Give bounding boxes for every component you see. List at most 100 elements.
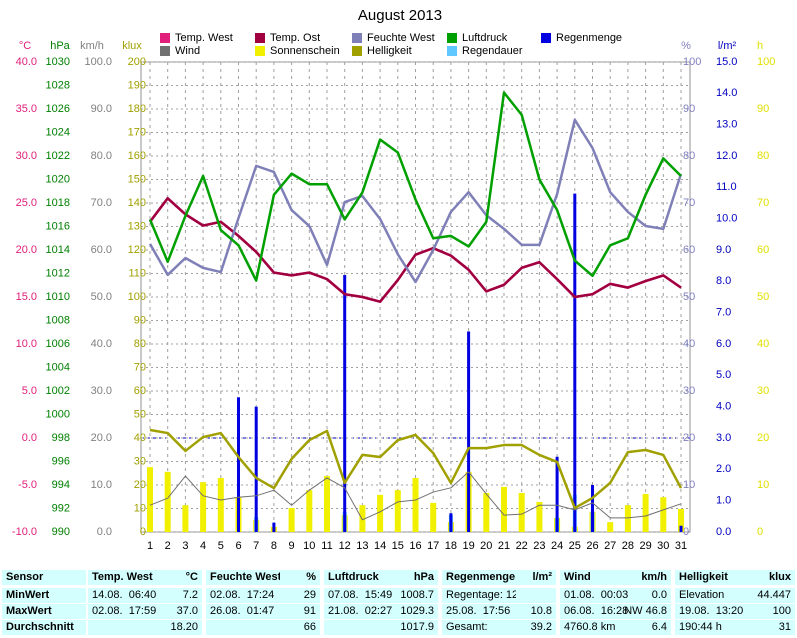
y-tick-label: 1018 bbox=[46, 197, 70, 209]
legend-label: Wind bbox=[175, 45, 200, 57]
chart-title: August 2013 bbox=[358, 7, 442, 24]
bar bbox=[394, 490, 401, 532]
legend-label: Sonnenschein bbox=[270, 45, 340, 57]
line bbox=[149, 197, 682, 303]
y-tick-label: 1010 bbox=[46, 291, 70, 303]
y-tick-label: 11.0 bbox=[716, 181, 737, 193]
x-tick-label: 1 bbox=[147, 540, 153, 552]
y-tick-label: 20 bbox=[134, 479, 146, 491]
y-tick-label: 0.0 bbox=[97, 526, 112, 538]
y-tick-label: 10.0 bbox=[91, 479, 112, 491]
bar bbox=[359, 505, 366, 532]
y-tick-label: 2.0 bbox=[716, 463, 731, 475]
y-tick-label: 100 bbox=[128, 291, 146, 303]
y-tick-label: 9.0 bbox=[716, 244, 731, 256]
bar bbox=[288, 508, 295, 532]
y-tick-label: 10 bbox=[134, 502, 146, 514]
y-tick-label: 5.0 bbox=[22, 385, 37, 397]
y-tick-label: 70 bbox=[134, 361, 146, 373]
y-tick-label: 1006 bbox=[46, 338, 70, 350]
group-title: Luftdruck bbox=[324, 570, 404, 585]
y-tick-label: 50 bbox=[134, 408, 146, 420]
legend-swatch bbox=[255, 46, 265, 56]
cell-label: 19.08. 13:20 bbox=[675, 604, 755, 619]
bar bbox=[536, 501, 543, 532]
x-tick-label: 15 bbox=[392, 540, 404, 552]
y-tick-label: 80 bbox=[134, 338, 146, 350]
cell-value: 1017.9 bbox=[400, 621, 434, 633]
cell-label: Elevation bbox=[675, 588, 755, 603]
group-title: Helligkeit bbox=[675, 570, 761, 585]
y-tick-label: 0.0 bbox=[716, 526, 731, 538]
bar bbox=[573, 193, 577, 532]
y-tick-label: 40.0 bbox=[91, 338, 112, 350]
cell-label: Gesamt: bbox=[442, 620, 516, 635]
x-tick-label: 25 bbox=[569, 540, 581, 552]
y-tick-label: 0 bbox=[140, 526, 146, 538]
group-title: Feuchte West bbox=[206, 570, 286, 585]
y-tick-label: 40 bbox=[757, 338, 769, 350]
cell-value: 31 bbox=[778, 621, 791, 633]
cell-value: 91 bbox=[303, 605, 316, 617]
group-unit: l/m² bbox=[516, 570, 556, 585]
legend-swatch bbox=[447, 33, 457, 43]
y-tick-label: 25.0 bbox=[16, 197, 37, 209]
y-tick-label: 100.0 bbox=[84, 56, 112, 68]
cell-value: 1008.7 bbox=[400, 589, 434, 601]
cell-value: 100 bbox=[772, 605, 791, 617]
y-tick-label: 30 bbox=[757, 385, 769, 397]
cell-value: 1029.3 bbox=[400, 605, 434, 617]
x-tick-label: 24 bbox=[551, 540, 563, 552]
y-tick-label: 6.0 bbox=[716, 338, 731, 350]
cell-label: Regentage: 12 bbox=[442, 588, 516, 603]
y-tick-label: 990 bbox=[52, 526, 70, 538]
x-tick-label: 27 bbox=[604, 540, 616, 552]
x-tick-label: 11 bbox=[321, 540, 332, 552]
group-unit: °C bbox=[162, 570, 202, 585]
y-tick-label: 12.0 bbox=[716, 150, 737, 162]
cell-label: 26.08. 01:47 bbox=[206, 604, 280, 619]
legend-swatch bbox=[160, 33, 170, 43]
y-tick-label: 60 bbox=[683, 244, 695, 256]
y-tick-label: 3.0 bbox=[716, 432, 731, 444]
x-tick-label: 8 bbox=[271, 540, 277, 552]
y-tick-label: 130 bbox=[128, 220, 146, 232]
y-tick-label: 70 bbox=[757, 197, 769, 209]
cell-label: 14.08. 06:40 bbox=[88, 588, 162, 603]
y-tick-label: 8.0 bbox=[716, 275, 731, 287]
y-tick-label: 90 bbox=[134, 314, 146, 326]
cell-label: 190:44 h bbox=[675, 620, 755, 635]
y-tick-label: 160 bbox=[128, 150, 146, 162]
y-tick-label: 80 bbox=[757, 150, 769, 162]
cell-label: 06.08. 16:28 bbox=[560, 604, 631, 619]
y-tick-label: 50 bbox=[757, 291, 769, 303]
cell-value: 18.20 bbox=[170, 621, 198, 633]
axis-title: l/m² bbox=[718, 40, 737, 52]
y-tick-label: 30.0 bbox=[16, 150, 37, 162]
cell-value: 44.447 bbox=[757, 589, 791, 601]
y-tick-label: 20 bbox=[683, 432, 695, 444]
y-tick-label: 100 bbox=[683, 56, 701, 68]
y-tick-label: 140 bbox=[128, 197, 146, 209]
y-tick-label: 994 bbox=[52, 479, 70, 491]
legend-label: Luftdruck bbox=[462, 32, 508, 44]
x-tick-label: 12 bbox=[339, 540, 351, 552]
y-tick-label: 1014 bbox=[46, 244, 70, 256]
axis-title: hPa bbox=[50, 40, 70, 52]
y-tick-label: 1008 bbox=[46, 314, 70, 326]
y-tick-label: 50.0 bbox=[91, 291, 112, 303]
y-tick-label: 1022 bbox=[46, 150, 70, 162]
group-unit: km/h bbox=[631, 570, 671, 585]
row-label: Durchschnitt bbox=[2, 620, 86, 635]
y-tick-label: 4.0 bbox=[716, 401, 731, 413]
cell-value: 39.2 bbox=[530, 621, 552, 633]
y-tick-label: -5.0 bbox=[18, 479, 37, 491]
bar bbox=[377, 494, 384, 532]
group-title: Temp. West bbox=[88, 570, 168, 585]
bar bbox=[555, 456, 559, 532]
bar bbox=[324, 476, 330, 532]
legend-label: Regenmenge bbox=[556, 32, 622, 44]
y-tick-label: 1028 bbox=[46, 79, 70, 91]
axis-title: h bbox=[757, 40, 763, 52]
